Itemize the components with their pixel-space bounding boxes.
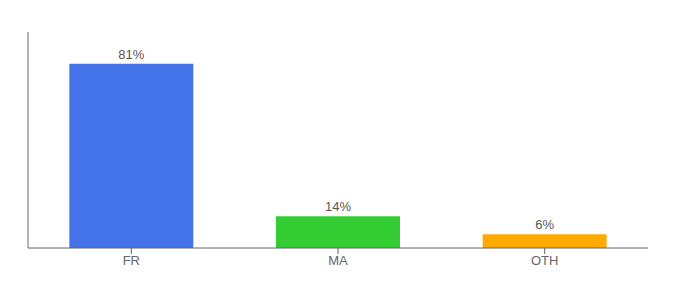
svg-text:6%: 6% [535,217,554,232]
svg-text:81%: 81% [118,47,144,62]
svg-text:FR: FR [123,253,140,268]
svg-text:OTH: OTH [531,253,558,268]
svg-text:MA: MA [328,253,348,268]
svg-text:14%: 14% [325,199,351,214]
